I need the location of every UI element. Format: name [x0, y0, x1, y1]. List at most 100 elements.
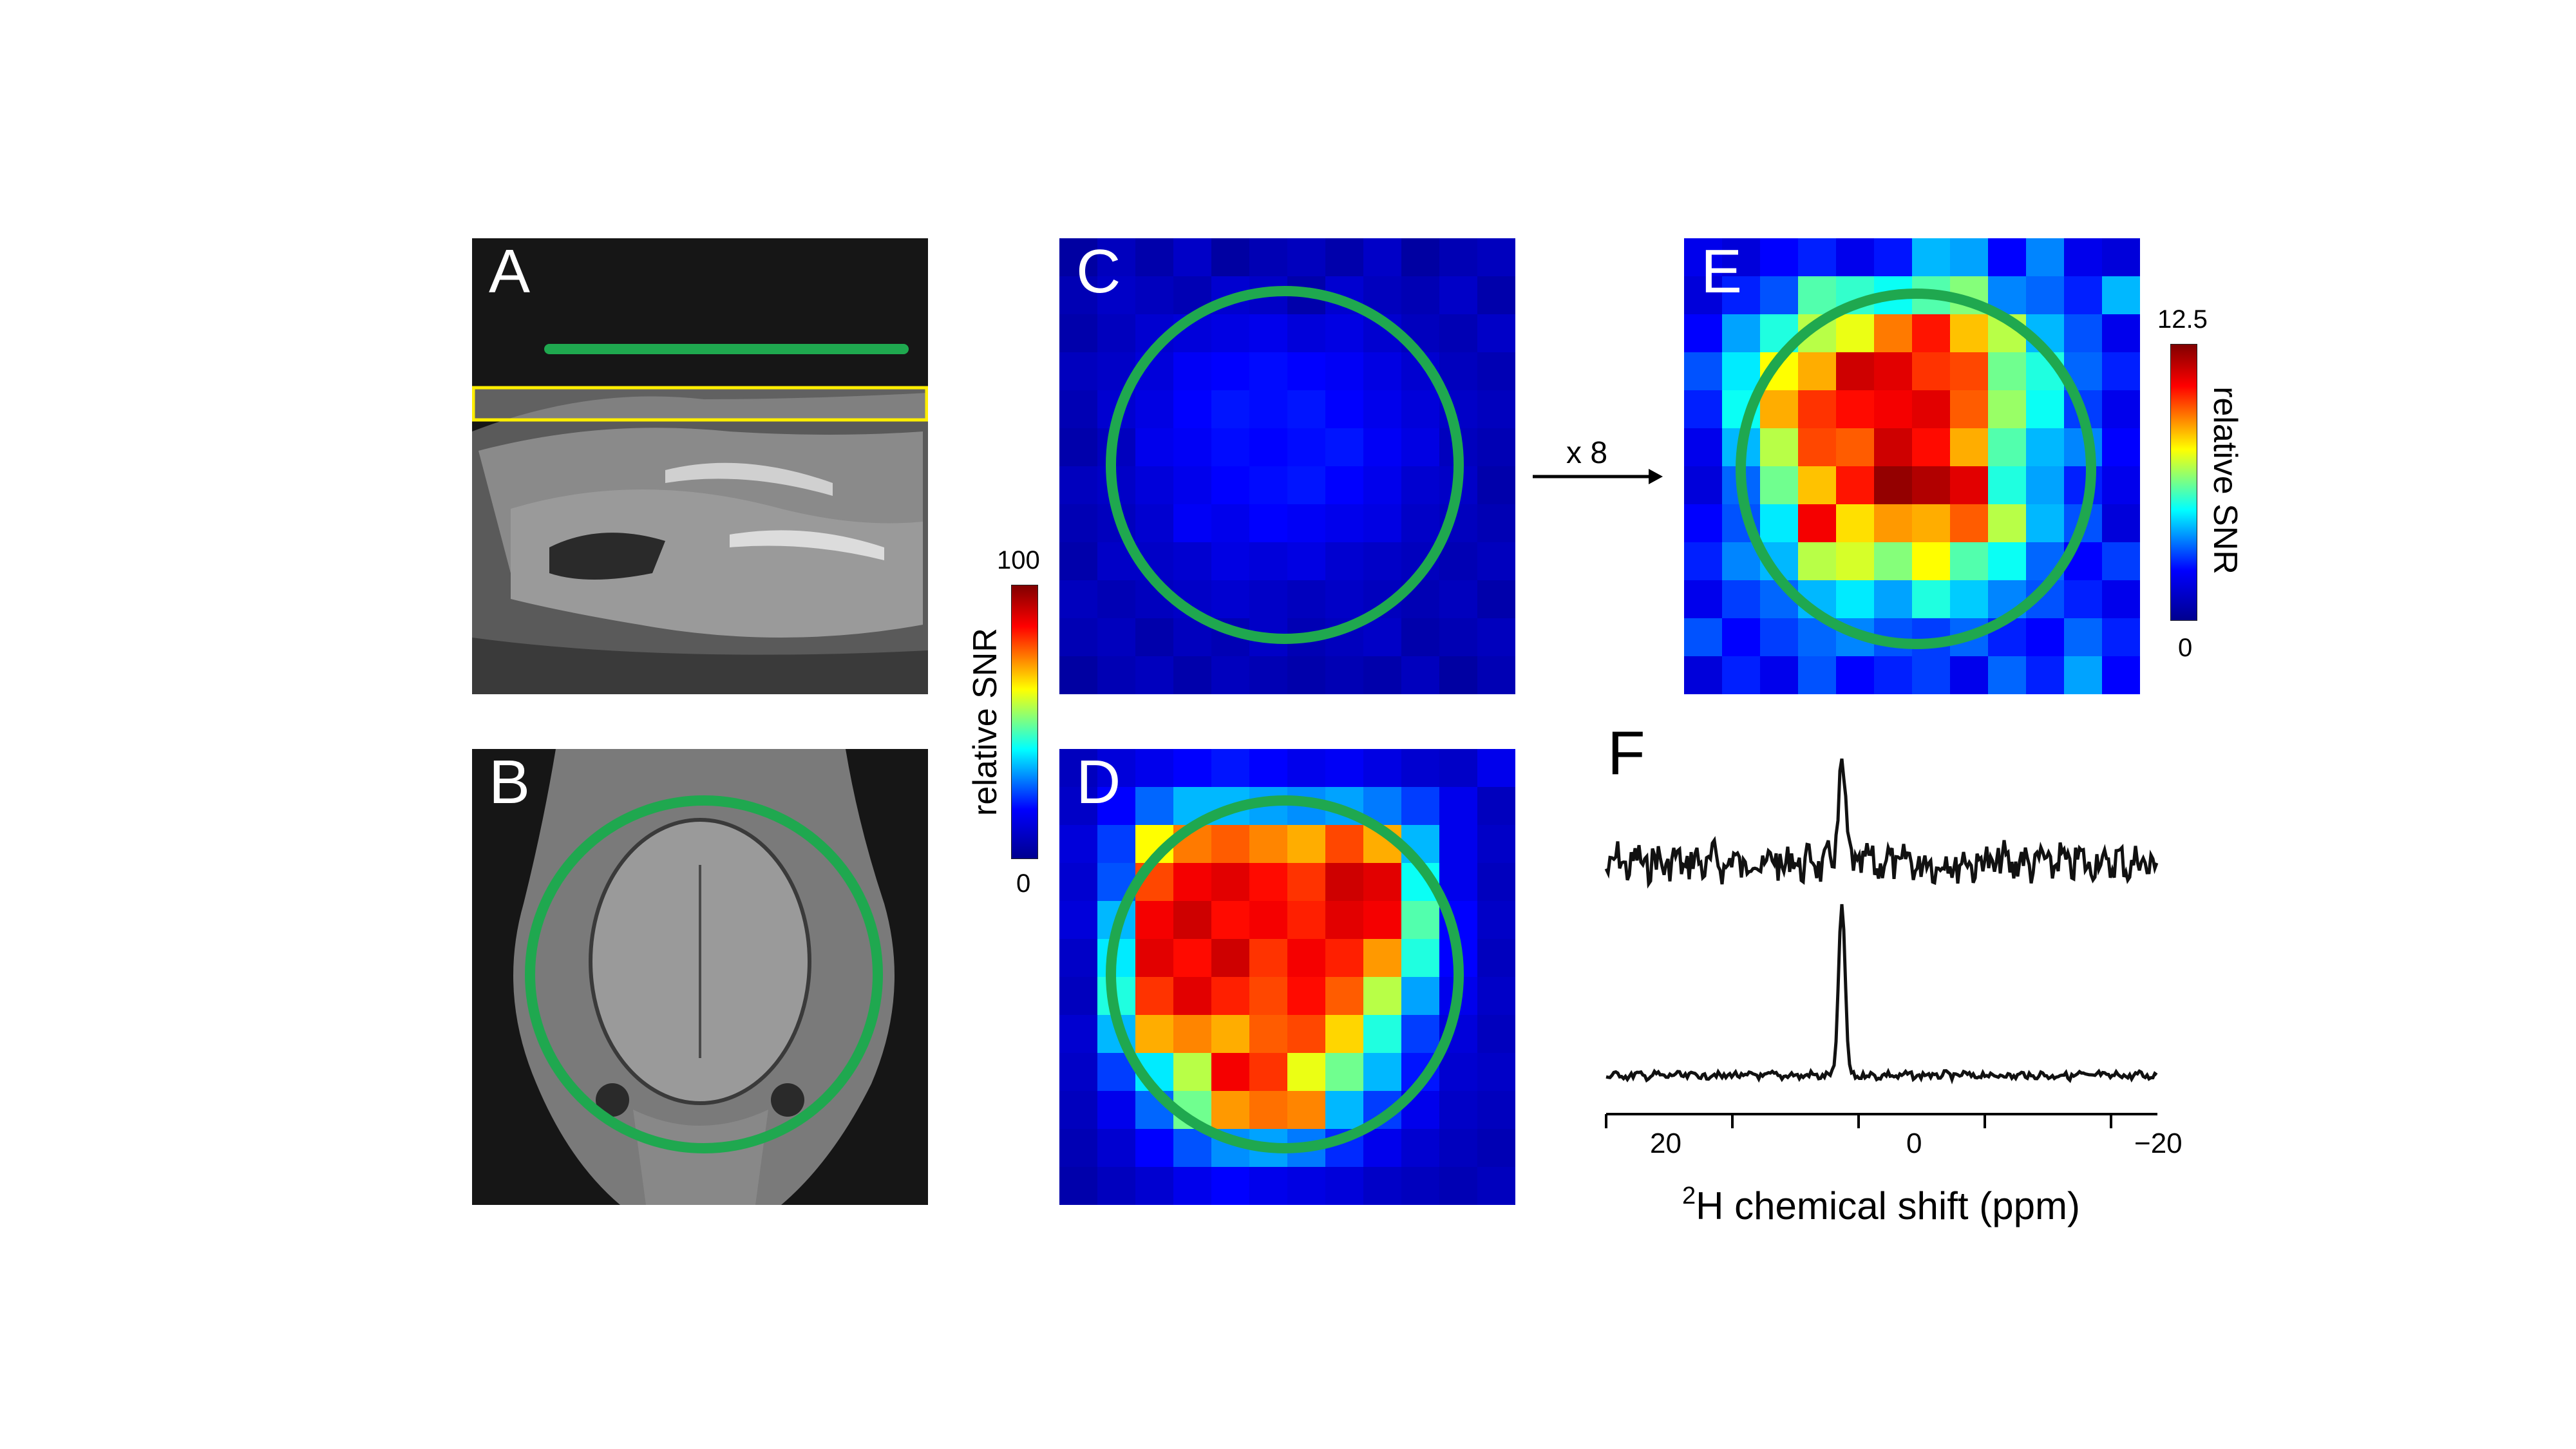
heatmap-cell: [1722, 276, 1761, 315]
heatmap-cell: [1477, 314, 1515, 353]
heatmap-cell: [1249, 939, 1288, 978]
heatmap-cell: [1249, 352, 1288, 391]
heatmap-cell: [1439, 825, 1478, 864]
heatmap-cell: [2102, 466, 2140, 505]
heatmap-cell: [1287, 939, 1326, 978]
heatmap-cell: [1874, 580, 1913, 619]
heatmap-cell: [1211, 542, 1250, 581]
heatmap-cell: [1059, 276, 1098, 315]
heatmap-cell: [1912, 238, 1951, 277]
heatmap-cell: [1722, 580, 1761, 619]
colorbar-left-title: relative SNR: [967, 628, 1004, 816]
panel-label-a: A: [489, 238, 531, 306]
colorbar-left: [1011, 585, 1038, 859]
heatmap-cell: [1950, 238, 1989, 277]
heatmap-cell: [1059, 238, 1098, 277]
heatmap-cell: [2064, 276, 2103, 315]
heatmap-cell: [1325, 749, 1364, 788]
scale-arrow: [1533, 469, 1663, 484]
heatmap-cell: [1173, 656, 1212, 694]
heatmap-cell: [1249, 825, 1288, 864]
heatmap-cell: [1401, 390, 1440, 429]
heatmap-cell: [1097, 825, 1136, 864]
heatmap-cell: [1477, 787, 1515, 826]
heatmap-cell: [2102, 276, 2140, 315]
spectra-plot: [1604, 758, 2159, 1128]
heatmap-cell: [1059, 939, 1098, 978]
heatmap-cell: [1135, 390, 1174, 429]
heatmap-cell: [1722, 238, 1761, 277]
heatmap-cell: [1097, 276, 1136, 315]
axial-mri-image: [513, 749, 895, 1205]
heatmap-cell: [1439, 542, 1478, 581]
heatmap-cell: [1836, 466, 1875, 505]
overlay-layer-b: [525, 795, 883, 1153]
roi-circle: [525, 795, 883, 1153]
heatmap-cell: [1287, 1053, 1326, 1092]
heatmap-cell: [1988, 238, 2027, 277]
heatmap-cell: [1059, 749, 1098, 788]
heatmap-cell: [1684, 542, 1723, 581]
heatmap-cell: [1363, 901, 1402, 940]
heatmap-cell: [1363, 352, 1402, 391]
heatmap-cell: [1173, 390, 1212, 429]
heatmap-cell: [1211, 238, 1250, 277]
heatmap-cell: [1988, 504, 2027, 543]
snr-heatmap-d: [1059, 749, 1515, 1205]
heatmap-cell: [1439, 276, 1478, 315]
heatmap-cell: [1684, 276, 1723, 315]
heatmap-cell: [1477, 390, 1515, 429]
heatmap-cell: [1173, 1129, 1212, 1168]
heatmap-cell: [1287, 314, 1326, 353]
heatmap-cell: [1950, 352, 1989, 391]
heatmap-cell: [1798, 238, 1837, 277]
heatmap-cell: [1135, 504, 1174, 543]
heatmap-cell: [1059, 1129, 1098, 1168]
heatmap-cell: [1097, 787, 1136, 826]
heatmap-cell: [1211, 580, 1250, 619]
heatmap-cell: [1249, 1015, 1288, 1054]
heatmap-cell: [1059, 352, 1098, 391]
heatmap-cell: [1477, 428, 1515, 467]
spectrum-trace-top: [1604, 758, 2159, 889]
heatmap-cell: [1874, 466, 1913, 505]
heatmap-cell: [1950, 390, 1989, 429]
heatmap-cell: [2026, 466, 2065, 505]
heatmap-cell: [1760, 238, 1799, 277]
overlay-layer-d: [1106, 795, 1464, 1153]
heatmap-cell: [1477, 618, 1515, 657]
heatmap-cell: [1325, 977, 1364, 1016]
heatmap-cell: [2064, 238, 2103, 277]
heatmap-cell: [1211, 390, 1250, 429]
heatmap-cell: [1988, 466, 2027, 505]
heatmap-cell: [1211, 656, 1250, 694]
heatmap-cell: [1439, 618, 1478, 657]
heatmap-cell: [1836, 542, 1875, 581]
heatmap-cell: [1401, 749, 1440, 788]
heatmap-cell: [1798, 428, 1837, 467]
heatmap-cell: [1439, 787, 1478, 826]
heatmap-cell: [1135, 901, 1174, 940]
heatmap-cell: [2102, 238, 2140, 277]
heatmap-cell: [1950, 504, 1989, 543]
heatmap-cell: [1325, 428, 1364, 467]
heatmap-cell: [1439, 1167, 1478, 1205]
heatmap-cell: [1477, 1129, 1515, 1168]
heatmap-cell: [1760, 390, 1799, 429]
heatmap-cell: [1211, 1053, 1250, 1092]
heatmap-cell: [1722, 314, 1761, 353]
heatmap-cell: [1401, 977, 1440, 1016]
heatmap-cell: [1325, 466, 1364, 505]
heatmap-cell: [1287, 977, 1326, 1016]
heatmap-cell: [1684, 238, 1723, 277]
heatmap-cell: [1363, 656, 1402, 694]
heatmap-cell: [1363, 390, 1402, 429]
heatmap-cell: [1135, 939, 1174, 978]
heatmap-cell: [1173, 901, 1212, 940]
heatmap-cell: [2102, 580, 2140, 619]
heatmap-cell: [1325, 901, 1364, 940]
heatmap-cell: [1363, 618, 1402, 657]
heatmap-cell: [1211, 1167, 1250, 1205]
heatmap-cell: [1173, 977, 1212, 1016]
heatmap-cell: [1135, 276, 1174, 315]
